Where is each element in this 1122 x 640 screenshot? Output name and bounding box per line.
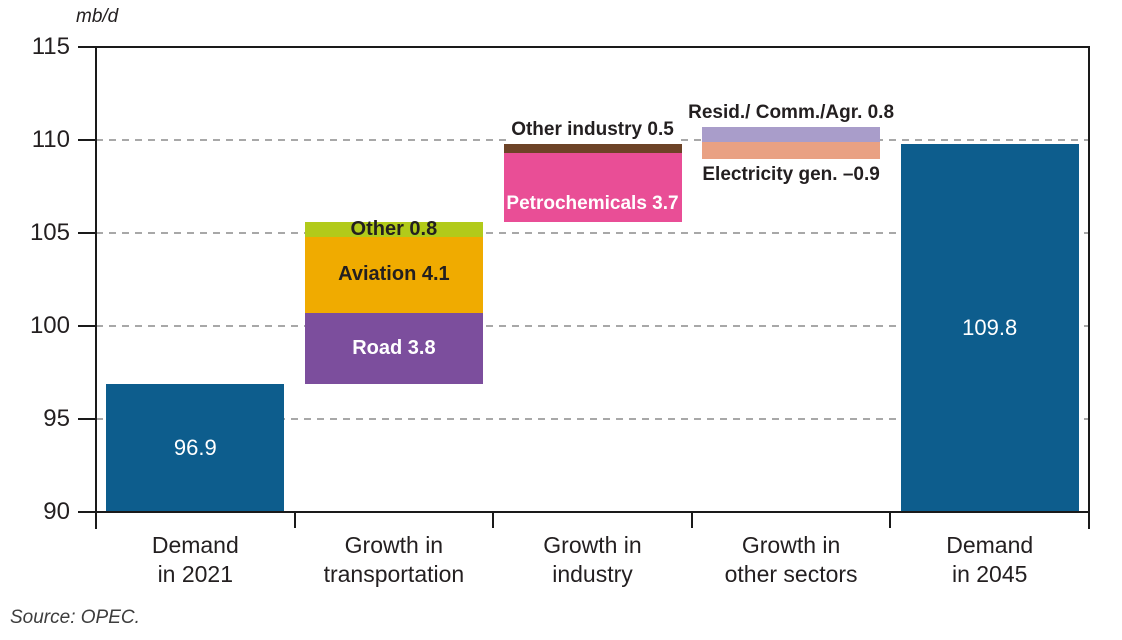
category-label-line2: in 2045 [951, 561, 1028, 587]
category-label-line1: Demand [946, 532, 1034, 558]
bar-segment-label: Other 0.8 [350, 217, 438, 240]
category-label-line2: industry [552, 561, 633, 587]
plot-top-border [95, 46, 1090, 48]
y-axis-tick-mark [78, 139, 96, 141]
y-axis-tick-mark [78, 418, 96, 420]
x-axis-tick-mark [690, 512, 693, 528]
segment-annotation: Resid./ Comm./Agr. 0.8 [685, 100, 898, 125]
y-axis-tick-mark [78, 46, 96, 48]
category-label-line2: other sectors [724, 561, 858, 587]
category-label-line1: Growth in [543, 532, 642, 558]
bar-segment: Other 0.8 [304, 217, 483, 240]
bar-segment-label: Aviation 4.1 [338, 263, 450, 286]
gridline-105 [96, 232, 1089, 234]
bar-segment-label: Road 3.8 [352, 336, 436, 359]
bar-segment-label: 96.9 [173, 434, 217, 460]
y-axis-tick-label: 100 [29, 312, 70, 339]
gridline-100 [96, 325, 1089, 327]
x-axis-category-label: Demand in 2045 [870, 531, 1110, 589]
plot-area: 96.9 Road 3.8 Aviation 4.1 Other 0.8 Petroch… [96, 47, 1089, 512]
y-axis-tick-mark [78, 232, 96, 234]
x-axis-category-label: Growth in industry [473, 531, 713, 589]
category-label-line1: Growth in [741, 532, 841, 558]
bar-segment: Road 3.8 [304, 312, 483, 384]
y-axis-tick-mark [78, 325, 96, 327]
x-axis-tick-mark [293, 512, 296, 528]
bar-segment [702, 126, 881, 142]
x-axis-line [95, 511, 1090, 513]
y-axis-tick-label: 105 [29, 219, 70, 246]
segment-annotation: Other industry 0.5 [508, 117, 677, 142]
bar-segment-label: 109.8 [962, 314, 1018, 340]
y-axis-tick-label: 110 [31, 126, 70, 153]
x-axis-tick-mark [889, 512, 892, 528]
y-axis-line [95, 46, 97, 529]
y-axis-tick-label: 95 [43, 405, 70, 432]
y-axis-tick-mark [78, 511, 96, 513]
y-axis-tick-label: 90 [43, 498, 70, 525]
bar-segment: Aviation 4.1 [304, 236, 483, 313]
bar-segment: 96.9 [106, 383, 285, 512]
category-label-line2: transportation [323, 561, 465, 587]
bar-segment [702, 141, 881, 159]
x-axis-tick-mark [492, 512, 495, 528]
gridline-95 [96, 418, 1089, 420]
bar-segment: Petrochemicals 3.7 [503, 153, 682, 222]
y-axis-tick-label: 115 [31, 33, 70, 60]
category-label-line2: in 2021 [157, 561, 234, 587]
bar-segment-label: Petrochemicals 3.7 [506, 192, 679, 214]
source-note: Source: OPEC. [10, 607, 140, 628]
y-axis-unit-label: mb/d [76, 6, 119, 27]
bar-segment [503, 143, 682, 154]
plot-right-border [1088, 46, 1090, 529]
category-label-line1: Growth in [344, 532, 444, 558]
x-axis-category-label: Demand in 2021 [75, 531, 315, 589]
bar-segment: 109.8 [900, 143, 1079, 512]
segment-annotation: Electricity gen. –0.9 [699, 162, 883, 187]
x-axis-category-label: Growth in other sectors [671, 531, 911, 589]
x-axis-category-label: Growth in transportation [274, 531, 514, 589]
category-label-line1: Demand [151, 532, 239, 558]
